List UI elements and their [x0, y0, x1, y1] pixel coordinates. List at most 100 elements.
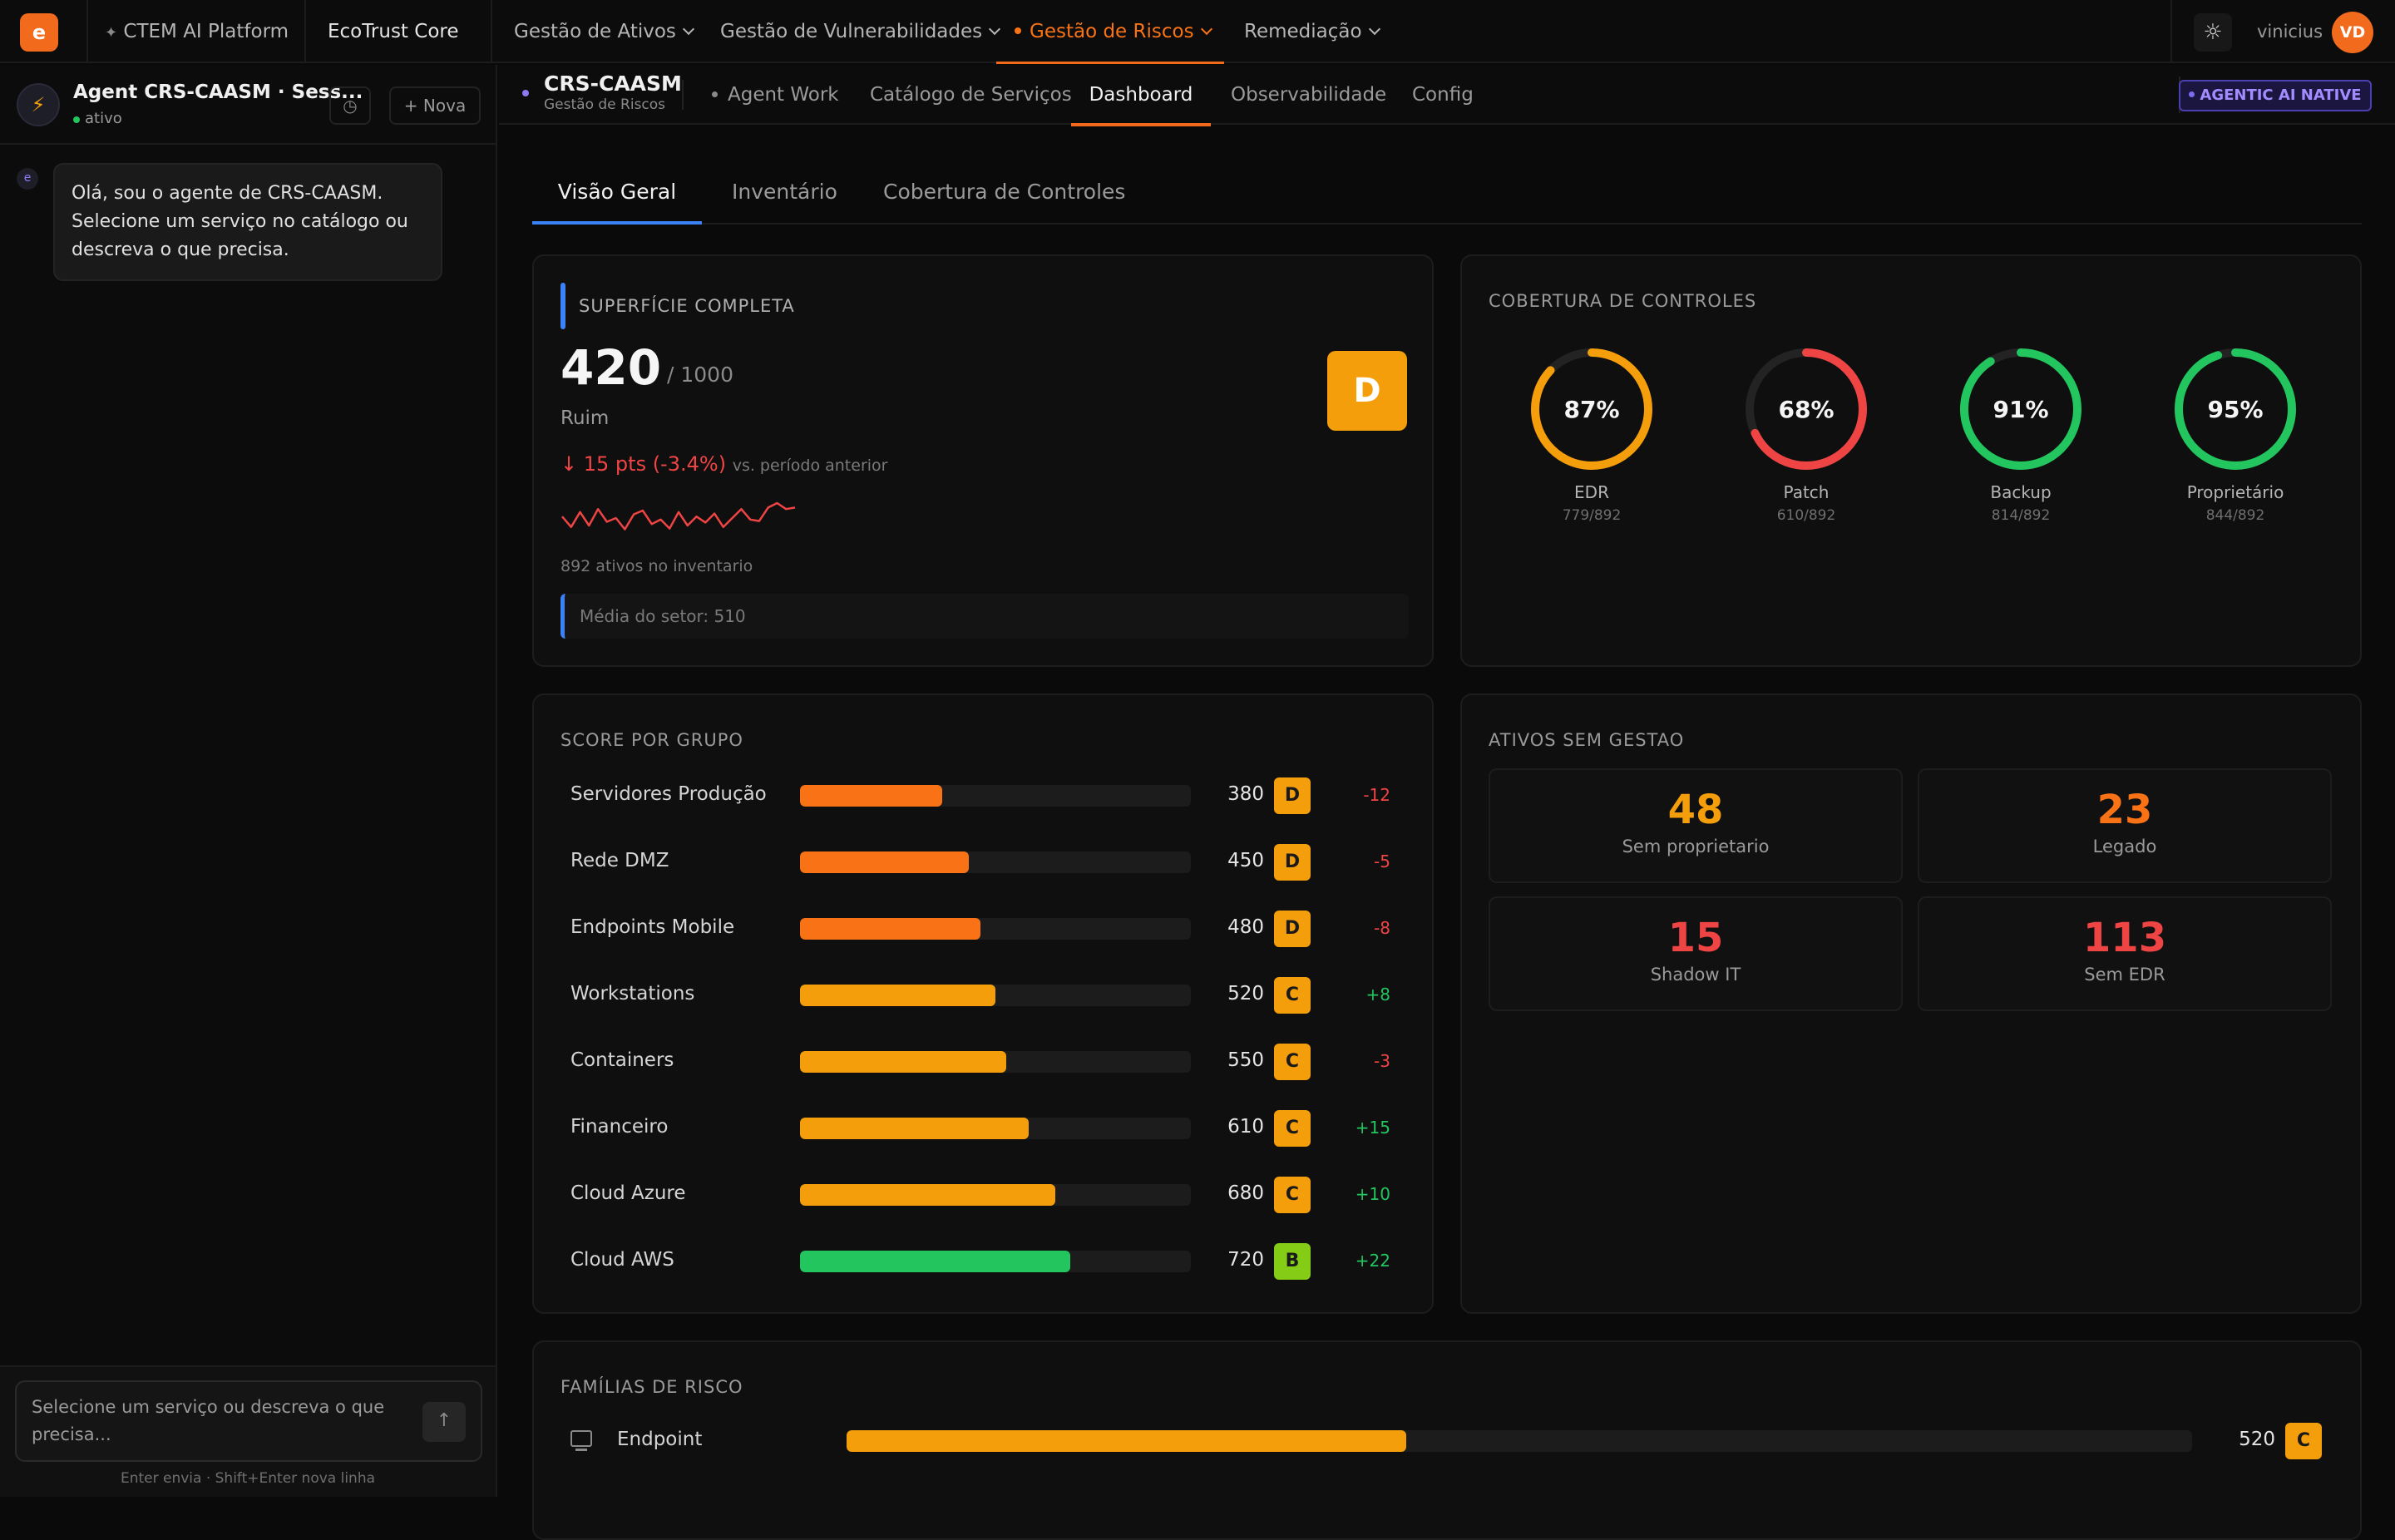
platform-link[interactable]: ✦ CTEM AI Platform — [105, 21, 289, 42]
agent-message-avatar: e — [17, 168, 38, 190]
history-icon[interactable]: ◷ — [329, 86, 371, 125]
avatar[interactable]: VD — [2332, 12, 2373, 53]
group-row[interactable]: Workstations 520 C +8 — [534, 975, 1435, 1016]
nav-gestao-ativos[interactable]: Gestão de Ativos — [514, 0, 694, 63]
agentic-badge: AGENTIC AI NATIVE — [2179, 80, 2372, 111]
module-dot — [522, 90, 529, 96]
group-bar-track — [800, 1251, 1191, 1272]
tab-dot — [712, 91, 718, 97]
group-row[interactable]: Financeiro 610 C +15 — [534, 1108, 1435, 1149]
group-name: Financeiro — [570, 1116, 669, 1138]
group-bar-track — [800, 1118, 1191, 1139]
agent-status: ativo — [73, 110, 122, 127]
group-delta: +10 — [1355, 1184, 1390, 1204]
donut-label: EDR — [1574, 482, 1609, 502]
composer-hint: Enter envia · Shift+Enter nova linha — [120, 1470, 376, 1487]
user-name: vinicius — [2257, 22, 2323, 42]
tab-agent-work[interactable]: Agent Work — [712, 65, 839, 125]
family-bar-track — [847, 1430, 2192, 1452]
group-delta: +8 — [1365, 985, 1390, 1004]
nav-gestao-vulnerabilidades[interactable]: Gestão de Vulnerabilidades — [720, 0, 1001, 63]
tab-catalogo-servicos[interactable]: Catálogo de Serviços — [870, 84, 1072, 106]
coverage-donut-edr: 87% EDR 779/892 — [1504, 343, 1679, 524]
group-bar-fill — [800, 918, 980, 940]
tab-dashboard[interactable]: Dashboard — [1071, 65, 1211, 126]
family-row[interactable]: Endpoint 520 C — [534, 1420, 2363, 1462]
group-bar-track — [800, 851, 1191, 873]
tile-value: 113 — [2082, 915, 2167, 961]
donut-count: 610/892 — [1776, 507, 1836, 524]
group-row[interactable]: Cloud Azure 680 C +10 — [534, 1174, 1435, 1216]
coverage-title: COBERTURA DE CONTROLES — [1489, 291, 1757, 311]
divider — [491, 0, 492, 63]
group-delta: -12 — [1363, 785, 1390, 805]
group-row[interactable]: Endpoints Mobile 480 D -8 — [534, 908, 1435, 950]
donut-count: 814/892 — [1991, 507, 2051, 524]
accent-bar — [560, 283, 565, 329]
divider — [304, 0, 306, 63]
group-name: Cloud Azure — [570, 1182, 686, 1204]
composer: Selecione um serviço ou descreva o que p… — [0, 1365, 496, 1497]
family-grade: C — [2285, 1423, 2322, 1459]
tab-inventario[interactable]: Inventário — [732, 180, 837, 204]
tabs-baseline — [532, 223, 2362, 225]
surface-card: SUPERFÍCIE COMPLETA 420 / 1000 Ruim D ↓ … — [532, 254, 1434, 667]
group-row[interactable]: Servidores Produção 380 D -12 — [534, 775, 1435, 817]
app-logo[interactable]: e — [20, 13, 58, 52]
group-bar-track — [800, 1184, 1191, 1206]
trend-line — [561, 501, 796, 531]
group-score: 720 — [1227, 1249, 1264, 1271]
new-session-button[interactable]: + Nova — [389, 86, 481, 125]
unmanaged-tile[interactable]: 48 Sem proprietario — [1489, 768, 1903, 883]
chevron-down-icon — [1200, 22, 1212, 36]
tab-config[interactable]: Config — [1412, 84, 1474, 106]
risk-families-card: FAMÍLIAS DE RISCO Endpoint 520 C — [532, 1340, 2362, 1540]
divider — [86, 0, 88, 63]
tab-observabilidade[interactable]: Observabilidade — [1231, 84, 1387, 106]
group-row[interactable]: Cloud AWS 720 B +22 — [534, 1241, 1435, 1282]
top-bar: e ✦ CTEM AI Platform EcoTrust Core Gestã… — [0, 0, 2395, 64]
message-input[interactable]: Selecione um serviço ou descreva o que p… — [15, 1380, 482, 1462]
donut-arc — [1531, 348, 1652, 470]
unmanaged-tile[interactable]: 113 Sem EDR — [1918, 896, 2332, 1011]
tile-value: 15 — [1667, 915, 1724, 961]
group-name: Containers — [570, 1049, 674, 1071]
group-name: Servidores Produção — [570, 783, 767, 805]
unmanaged-tile[interactable]: 15 Shadow IT — [1489, 896, 1903, 1011]
tab-visao-geral[interactable]: Visão Geral — [532, 180, 702, 225]
group-grade: C — [1274, 977, 1311, 1014]
group-name: Workstations — [570, 983, 695, 1004]
surface-score: 420 — [560, 339, 662, 396]
group-row[interactable]: Containers 550 C -3 — [534, 1041, 1435, 1083]
core-link[interactable]: EcoTrust Core — [328, 21, 459, 42]
nav-remediacao[interactable]: Remediação — [1244, 0, 1380, 63]
group-row[interactable]: Rede DMZ 450 D -5 — [534, 842, 1435, 883]
sun-icon[interactable]: ☼ — [2194, 13, 2232, 52]
donut-chart: 95% — [2175, 348, 2296, 470]
donut-percent: 87% — [1563, 396, 1619, 423]
group-score: 550 — [1227, 1049, 1264, 1071]
group-bar-fill — [800, 1118, 1029, 1139]
sparkle-icon: ✦ — [105, 24, 118, 42]
group-score: 520 — [1227, 983, 1264, 1004]
plus-icon: + — [403, 96, 418, 116]
group-delta: +15 — [1355, 1118, 1390, 1138]
group-grade: C — [1274, 1110, 1311, 1147]
sub-navigation: CRS-CAASM Gestão de Riscos Agent Work Ca… — [499, 65, 2395, 126]
nav-gestao-riscos[interactable]: Gestão de Riscos — [996, 0, 1224, 64]
trend-sparkline — [561, 501, 796, 531]
group-bar-fill — [800, 985, 995, 1006]
unmanaged-tile[interactable]: 23 Legado — [1918, 768, 2332, 883]
group-name: Endpoints Mobile — [570, 916, 735, 938]
tab-cobertura-controles[interactable]: Cobertura de Controles — [883, 180, 1126, 204]
group-bar-fill — [800, 1051, 1006, 1073]
group-bar-track — [800, 985, 1191, 1006]
chevron-down-icon — [682, 22, 694, 36]
group-score: 610 — [1227, 1116, 1264, 1138]
group-grade: B — [1274, 1243, 1311, 1280]
tile-value: 23 — [2096, 787, 2153, 833]
group-grade: D — [1274, 911, 1311, 947]
group-score: 380 — [1227, 783, 1264, 805]
send-arrow-icon[interactable]: ↑ — [422, 1402, 466, 1442]
surface-title: SUPERFÍCIE COMPLETA — [579, 296, 795, 316]
